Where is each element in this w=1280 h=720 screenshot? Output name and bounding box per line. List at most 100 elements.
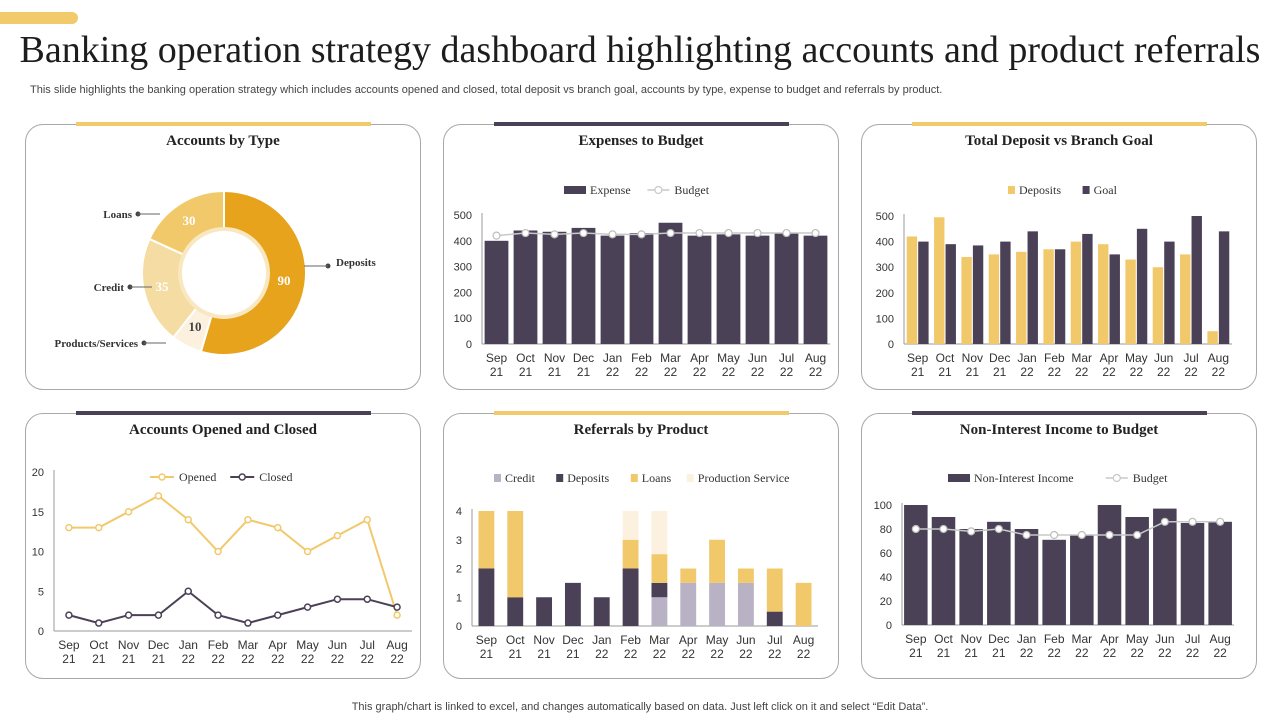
x-tick-label: 22 <box>768 647 782 661</box>
x-tick-label: 22 <box>390 652 404 666</box>
pie-category-label: Products/Services <box>54 338 138 350</box>
panel-accent <box>494 411 789 415</box>
legend-swatch <box>1008 186 1015 194</box>
expense-bar <box>803 235 828 344</box>
x-tick-label: 21 <box>490 365 504 379</box>
panel-non-interest-income: Non-Interest Income to Budget Non-Intere… <box>861 411 1257 679</box>
panel-title: Expenses to Budget <box>578 133 704 149</box>
x-tick-label: Jul <box>767 633 782 647</box>
budget-point <box>1160 517 1169 526</box>
opened-point <box>154 492 163 500</box>
x-tick-label: 22 <box>780 365 794 379</box>
deposit-bar <box>1180 254 1191 344</box>
x-tick-label: Apr <box>679 633 698 647</box>
y-tick-label: 400 <box>454 236 472 248</box>
y-tick-label: 2 <box>456 564 462 576</box>
x-tick-label: Nov <box>960 632 981 646</box>
closed-point <box>303 603 312 611</box>
referral-bar-segment <box>651 511 668 555</box>
x-tick-label: 22 <box>710 647 724 661</box>
deposit-bar <box>1207 331 1218 344</box>
goal-bar <box>1054 249 1066 344</box>
deposit-bar <box>1152 267 1164 344</box>
income-bar <box>1180 523 1205 625</box>
x-tick-label: 22 <box>271 652 285 666</box>
x-tick-label: 21 <box>577 365 591 379</box>
x-tick-label: 21 <box>566 647 580 661</box>
y-tick-label: 0 <box>456 621 462 633</box>
budget-point <box>939 524 948 534</box>
x-tick-label: 22 <box>739 647 753 661</box>
referral-bar-segment <box>478 511 495 569</box>
referral-bar-segment <box>622 568 639 626</box>
x-tick-label: Jan <box>179 638 198 652</box>
x-tick-label: Oct <box>506 633 525 647</box>
closed-point <box>65 611 73 619</box>
x-tick-label: 22 <box>1130 365 1144 379</box>
y-tick-label: 0 <box>38 626 44 638</box>
budget-point <box>1133 530 1142 540</box>
opened-point <box>95 523 103 532</box>
expense-bar <box>658 222 683 344</box>
x-tick-label: Apr <box>268 638 287 652</box>
legend-marker <box>238 473 246 481</box>
deposit-bar <box>1098 244 1109 344</box>
panel-title: Referrals by Product <box>573 422 709 438</box>
legend-swatch <box>556 474 564 482</box>
referral-bar-segment <box>507 597 524 626</box>
opened-point <box>333 531 342 540</box>
deposit-bar <box>1070 241 1082 344</box>
budget-point <box>492 231 501 240</box>
opened-line <box>68 494 399 616</box>
x-tick-label: 21 <box>92 652 106 666</box>
x-tick-label: Feb <box>620 633 641 647</box>
referral-bar-segment <box>651 582 668 598</box>
x-tick-label: 22 <box>1157 365 1171 379</box>
deposit-bar <box>1016 251 1027 344</box>
x-tick-label: 21 <box>992 646 1006 660</box>
legend-swatch <box>948 474 970 482</box>
opened-point <box>65 523 73 532</box>
opened-point <box>214 547 222 556</box>
x-tick-label: Nov <box>533 633 554 647</box>
x-tick-label: 22 <box>809 365 823 379</box>
x-tick-label: Dec <box>573 351 594 365</box>
deposit-bar <box>961 256 972 344</box>
x-tick-label: Aug <box>805 351 826 365</box>
pie-category-label: Credit <box>94 282 125 294</box>
x-tick-label: 22 <box>301 652 315 666</box>
x-tick-label: 21 <box>964 646 978 660</box>
expense-bar <box>774 233 799 344</box>
y-tick-label: 1 <box>456 592 462 604</box>
y-tick-label: 15 <box>32 507 44 519</box>
x-tick-label: Jan <box>592 633 611 647</box>
opened-point <box>124 508 133 516</box>
panel-accounts-opened-closed: Accounts Opened and Closed Opened Closed 0… <box>25 411 421 679</box>
goal-bar <box>1136 228 1148 344</box>
y-tick-label: 40 <box>880 572 892 584</box>
x-tick-label: 21 <box>152 652 166 666</box>
panel-accent <box>912 411 1207 415</box>
y-tick-label: 10 <box>32 547 44 559</box>
legend-marker <box>654 185 663 195</box>
x-tick-label: 21 <box>966 365 980 379</box>
x-tick-label: Mar <box>649 633 670 647</box>
income-bar <box>1125 517 1149 625</box>
x-tick-label: Mar <box>660 351 681 365</box>
expenses-to-budget-chart: Expense Budget0100200300400500Sep21Oct21N… <box>454 183 830 379</box>
closed-point <box>393 603 401 611</box>
y-tick-label: 200 <box>454 287 472 299</box>
x-tick-label: Aug <box>1209 632 1230 646</box>
closed-point <box>363 595 371 603</box>
y-tick-label: 60 <box>880 548 892 560</box>
y-tick-label: 100 <box>876 313 894 325</box>
x-tick-label: Aug <box>1208 351 1229 365</box>
x-tick-label: Sep <box>476 633 498 647</box>
x-tick-label: Sep <box>486 351 508 365</box>
x-tick-label: 22 <box>1158 646 1172 660</box>
legend-label: Closed <box>259 470 292 484</box>
y-tick-label: 300 <box>454 262 472 274</box>
goal-bar <box>945 244 956 344</box>
pie-category-label: Loans <box>103 209 132 221</box>
x-tick-label: Aug <box>386 638 407 652</box>
